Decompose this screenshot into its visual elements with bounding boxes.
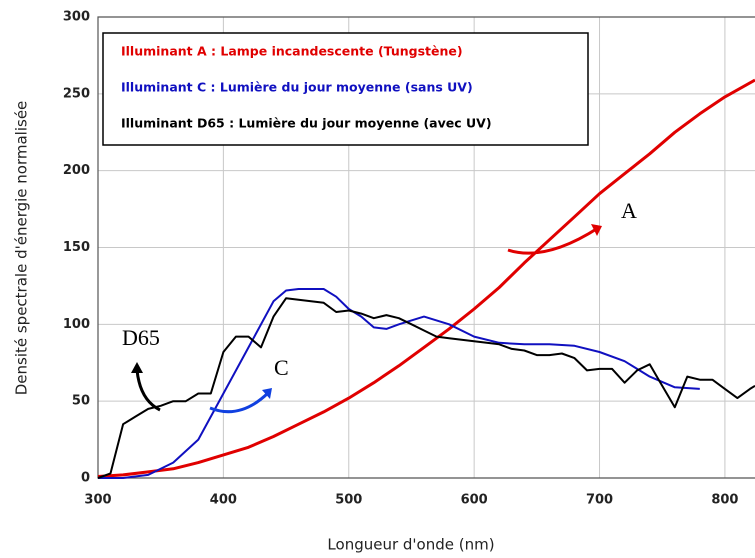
arrow-head [262,388,272,399]
y-tick-label: 250 [63,86,90,101]
arrow-head [591,224,602,236]
y-tick-label: 100 [63,317,90,332]
y-axis-label: Densité spectrale d'énergie normalisée [13,101,31,396]
legend: Illuminant A : Lampe incandescente (Tung… [102,32,589,146]
series-line [97,78,755,478]
legend-entry: Illuminant A : Lampe incandescente (Tung… [121,44,463,59]
x-tick-label: 300 [84,493,111,508]
y-tick-label: 0 [81,471,90,486]
x-axis-label: Longueur d'onde (nm) [327,536,494,554]
axis-frame [97,16,755,479]
y-tick-label: 200 [63,163,90,178]
legend-entry: Illuminant D65 : Lumière du jour moyenne… [121,116,492,131]
arrow-head [131,362,143,373]
y-tick-label: 150 [63,240,90,255]
legend-entry: Illuminant C : Lumière du jour moyenne (… [121,80,473,95]
arrow [209,391,270,414]
y-tick-label: 50 [72,394,90,409]
arrow [135,369,161,412]
x-tick-label: 700 [586,493,613,508]
x-tick-label: 400 [210,493,237,508]
annotation: D65 [122,325,160,350]
annotation: C [274,355,289,380]
annotations: A C D65 [122,198,637,414]
x-tick-label: 500 [335,493,362,508]
x-tick-label: 600 [461,493,488,508]
x-tick-label: 800 [711,493,738,508]
arrow [507,226,599,255]
legend-box [102,32,589,146]
annotation: A [621,198,637,223]
series-line [97,297,755,479]
y-tick-label: 300 [63,10,90,25]
